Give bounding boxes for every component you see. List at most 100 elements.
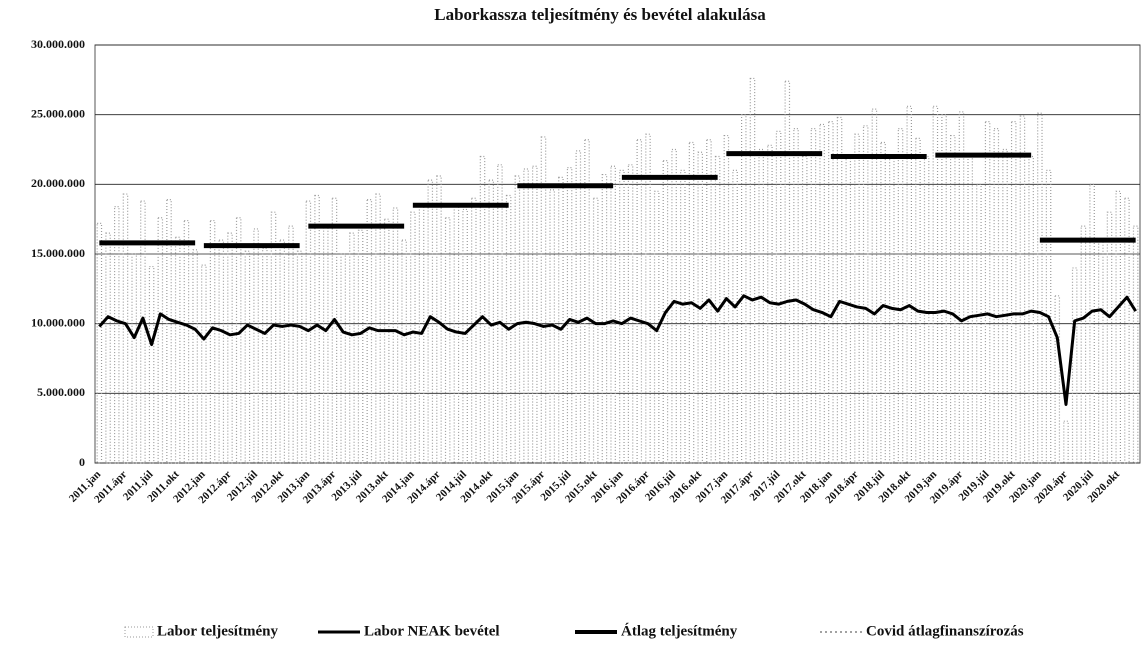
bar bbox=[1098, 239, 1104, 464]
bar bbox=[636, 139, 643, 464]
bar bbox=[314, 194, 320, 464]
bar bbox=[923, 155, 930, 464]
bar bbox=[828, 121, 834, 464]
bar bbox=[531, 165, 538, 464]
bar bbox=[288, 225, 294, 464]
bar bbox=[592, 197, 599, 464]
bar bbox=[1054, 295, 1061, 464]
y-tick-label: 15.000.000 bbox=[31, 246, 85, 260]
bar bbox=[941, 114, 947, 464]
y-tick-label: 20.000.000 bbox=[31, 176, 85, 190]
bar bbox=[1124, 197, 1130, 464]
bar bbox=[366, 199, 373, 464]
bar bbox=[967, 153, 973, 464]
bar bbox=[1071, 267, 1078, 464]
legend-label: Labor teljesítmény bbox=[157, 623, 278, 639]
bar bbox=[322, 225, 329, 464]
bar bbox=[671, 148, 677, 464]
bar bbox=[662, 160, 669, 464]
bar bbox=[767, 144, 773, 464]
bar bbox=[880, 141, 886, 464]
y-tick-label: 10.000.000 bbox=[31, 315, 85, 329]
bar bbox=[383, 218, 390, 464]
bar bbox=[915, 137, 921, 464]
bar bbox=[401, 239, 407, 464]
bar bbox=[993, 128, 1000, 464]
bar bbox=[758, 148, 764, 464]
line bbox=[98, 294, 1137, 406]
bar bbox=[1063, 420, 1069, 464]
y-tick-label: 25.000.000 bbox=[31, 106, 85, 120]
y-tick-label: 5.000.000 bbox=[37, 385, 85, 399]
bar bbox=[1002, 148, 1008, 464]
bar bbox=[976, 183, 982, 464]
bar bbox=[462, 208, 468, 464]
bar bbox=[793, 128, 799, 464]
bar bbox=[906, 105, 913, 464]
bar bbox=[262, 247, 268, 464]
bar bbox=[166, 199, 172, 464]
bar bbox=[218, 239, 225, 464]
bar bbox=[645, 133, 651, 464]
bar bbox=[949, 134, 956, 464]
bar bbox=[862, 125, 869, 464]
bar bbox=[105, 232, 111, 464]
bar bbox=[174, 236, 181, 464]
bar bbox=[349, 232, 355, 464]
bar bbox=[836, 116, 843, 464]
bar bbox=[854, 133, 860, 464]
bar bbox=[932, 105, 939, 464]
bar bbox=[436, 175, 442, 464]
y-tick-label: 0 bbox=[79, 455, 85, 469]
bar bbox=[192, 249, 198, 464]
bar bbox=[1115, 190, 1122, 464]
bar bbox=[183, 219, 190, 464]
bar bbox=[819, 123, 825, 464]
bar bbox=[889, 155, 895, 464]
bar bbox=[775, 130, 782, 464]
bar bbox=[810, 128, 817, 464]
bar bbox=[140, 200, 146, 464]
bar bbox=[96, 222, 103, 464]
bar bbox=[471, 197, 477, 464]
bar bbox=[1010, 121, 1017, 464]
bar bbox=[209, 219, 216, 464]
bar bbox=[784, 80, 791, 464]
bar bbox=[444, 217, 451, 464]
bar bbox=[1089, 183, 1095, 464]
bar bbox=[279, 239, 286, 464]
bar bbox=[296, 250, 303, 464]
bar bbox=[305, 200, 312, 464]
bar bbox=[1106, 211, 1113, 464]
bar bbox=[113, 206, 120, 464]
bar bbox=[227, 232, 233, 464]
bar bbox=[610, 165, 616, 464]
bar bbox=[1019, 115, 1026, 464]
chart-title: Laborkassza teljesítmény és bevétel alak… bbox=[434, 5, 766, 24]
bar bbox=[375, 193, 381, 464]
bar bbox=[410, 211, 416, 464]
bar bbox=[732, 169, 738, 464]
bar bbox=[566, 167, 573, 464]
bar bbox=[497, 164, 503, 464]
bar bbox=[958, 111, 965, 464]
bar bbox=[871, 108, 878, 464]
bar bbox=[801, 155, 808, 464]
bar bbox=[453, 204, 460, 464]
bar bbox=[270, 211, 277, 464]
bar bbox=[601, 173, 608, 464]
bar bbox=[575, 150, 582, 464]
bar bbox=[201, 264, 207, 464]
bar bbox=[235, 217, 242, 464]
bar bbox=[740, 114, 747, 464]
legend-label: Covid átlagfinanszírozás bbox=[866, 623, 1024, 639]
bar bbox=[1028, 155, 1034, 464]
legend-label: Labor NEAK bevétel bbox=[364, 623, 500, 639]
bar bbox=[1132, 225, 1139, 464]
bar bbox=[148, 265, 155, 464]
y-tick-label: 30.000.000 bbox=[31, 37, 85, 51]
bar bbox=[584, 139, 590, 464]
bar bbox=[418, 204, 425, 464]
bar bbox=[627, 164, 634, 464]
